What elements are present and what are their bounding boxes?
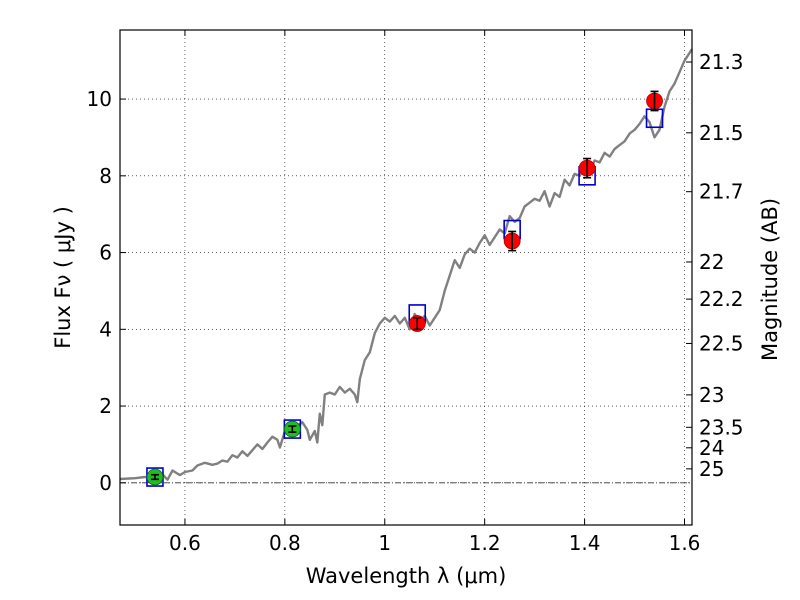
right-tick-label: 23: [699, 383, 724, 407]
right-tick-label: 21.3: [699, 50, 744, 74]
right-tick-label: 25: [699, 457, 724, 481]
right-tick-label: 22.5: [699, 331, 744, 355]
y-tick-label: 4: [99, 317, 112, 341]
x-tick-label: 1.4: [569, 531, 601, 555]
ticks: 0.6 0.8 1 1.2 1.4 1.6024681021.321.521.72222.…: [87, 30, 744, 555]
right-tick-label: 21.5: [699, 121, 744, 145]
right-tick-label: 22: [699, 250, 724, 274]
x-tick-label: 1: [378, 531, 391, 555]
right-tick-label: 21.7: [699, 180, 744, 204]
y-tick-label: 2: [99, 394, 112, 418]
x-tick-label: 1.6: [669, 531, 701, 555]
right-tick-label: 23.5: [699, 415, 744, 439]
y-axis-label-right: Magnitude (AB): [758, 198, 782, 361]
y-tick-label: 8: [99, 164, 112, 188]
y-tick-label: 0: [99, 471, 112, 495]
series-group: [119, 48, 694, 487]
x-tick-label: 0.8: [269, 531, 301, 555]
right-tick-label: 24: [699, 436, 724, 460]
plot-frame: [119, 29, 693, 526]
x-tick-label: 0.6: [169, 531, 201, 555]
y-tick-label: 6: [99, 241, 112, 265]
x-axis-label: Wavelength λ (μm): [306, 564, 507, 588]
y-axis-label-left: Flux Fν ( μJy ): [51, 206, 75, 349]
x-tick-label: 1.2: [469, 531, 501, 555]
right-tick-label: 22.2: [699, 287, 744, 311]
y-tick-label: 10: [87, 87, 112, 111]
